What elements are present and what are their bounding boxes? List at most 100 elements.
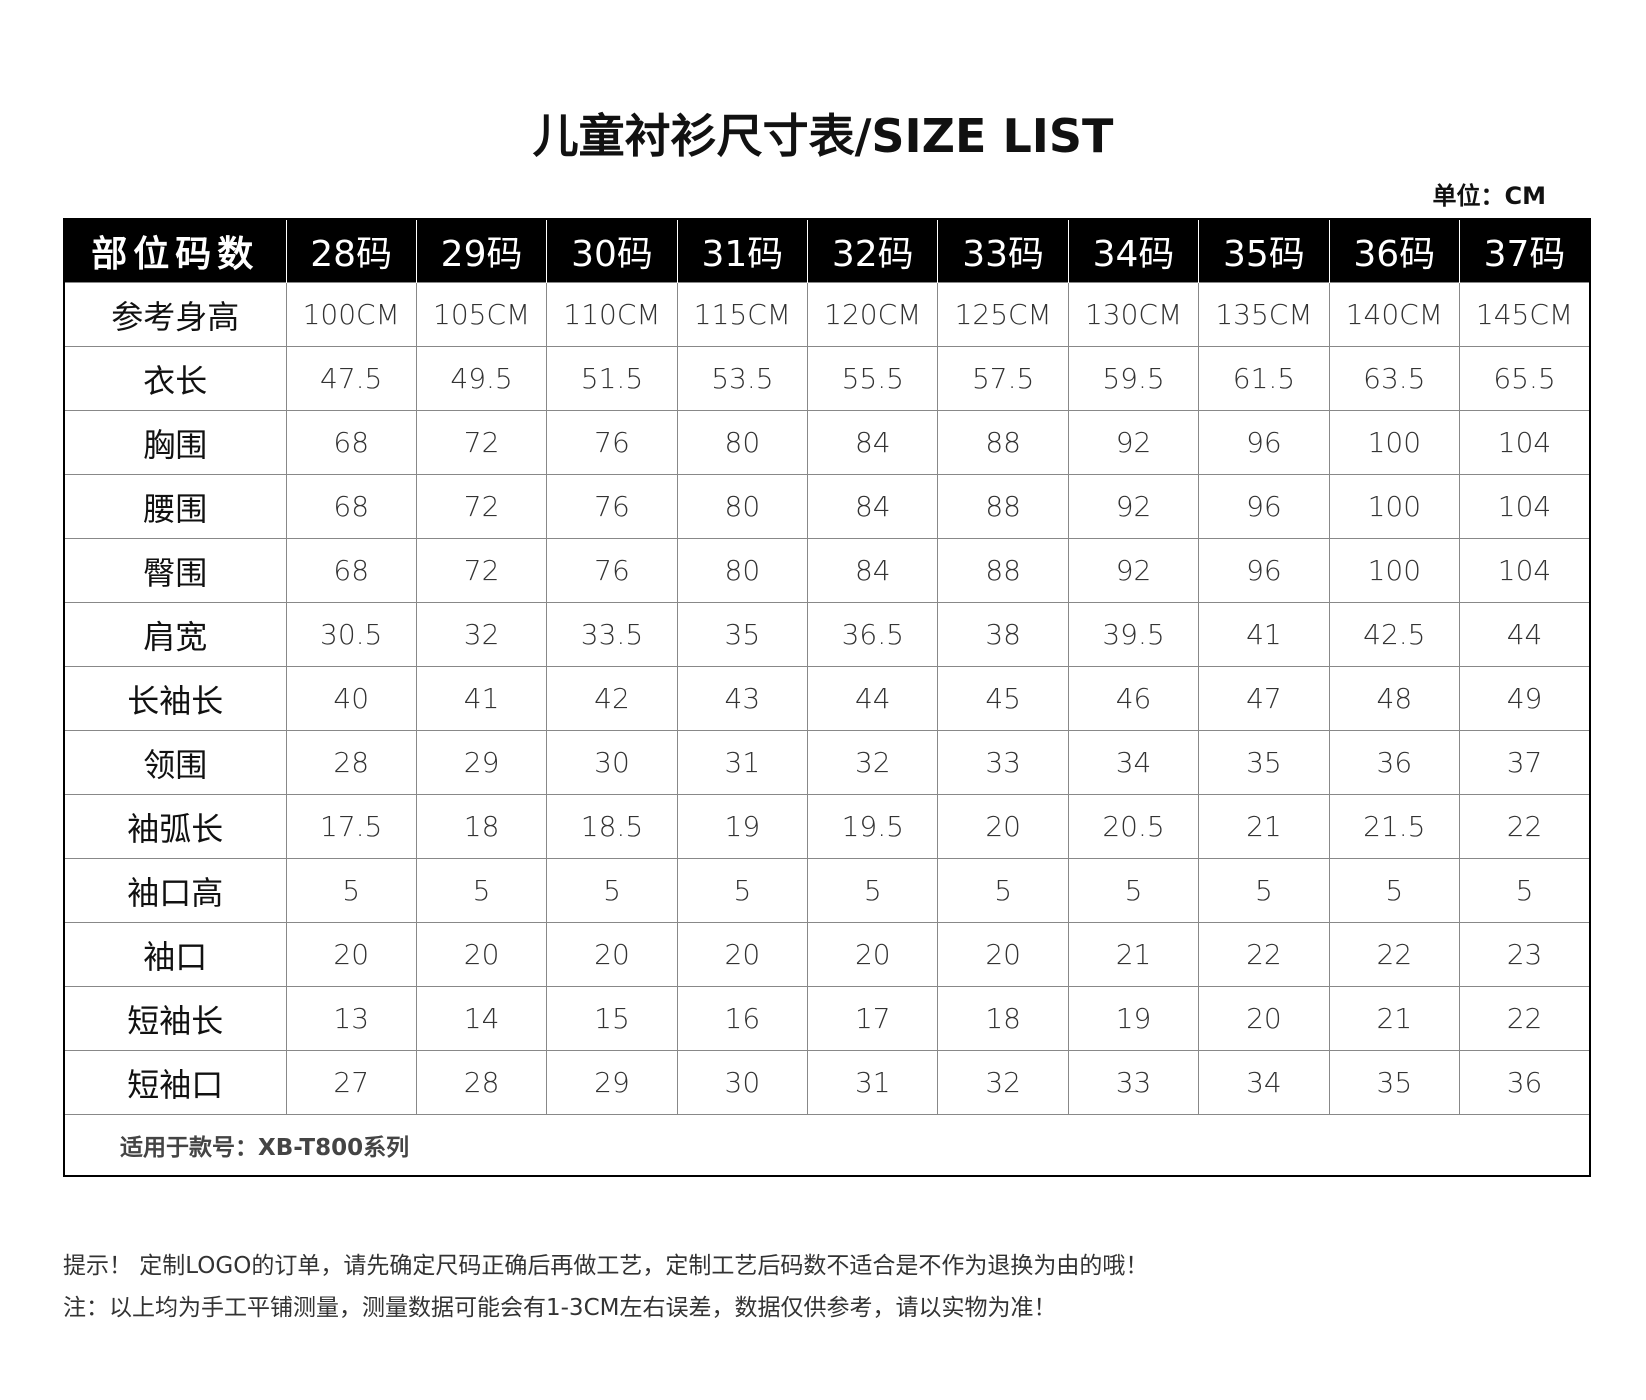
table-cell: 72: [415, 538, 548, 603]
table-cell: 55.5: [807, 346, 939, 411]
table-cell: 80: [676, 410, 809, 475]
table-cell: 42.5: [1328, 602, 1461, 667]
table-cell: 115CM: [676, 282, 809, 347]
table-cell: 76: [546, 410, 678, 475]
table-cell: 104: [1459, 474, 1591, 539]
table-cell: 5: [1198, 858, 1330, 923]
table-row: 长袖长 40 41 42 43 44 45 46 47 48 49: [63, 666, 1591, 731]
row-label: 领围: [63, 730, 287, 795]
table-cell: 92: [1067, 538, 1200, 603]
table-cell: 72: [415, 410, 548, 475]
table-cell: 18: [937, 986, 1069, 1051]
table-cell: 88: [937, 474, 1069, 539]
table-cell: 140CM: [1328, 282, 1461, 347]
unit-label: 单位：CM: [1432, 182, 1547, 210]
table-cell: 22: [1459, 794, 1591, 859]
table-cell: 46: [1067, 666, 1200, 731]
table-cell: 49.5: [415, 346, 548, 411]
table-row: 短袖长 13 14 15 16 17 18 19 20 21 22: [63, 986, 1591, 1051]
table-cell: 30: [676, 1050, 809, 1115]
table-cell: 63.5: [1328, 346, 1461, 411]
size-table: 部位码数 28码 29码 30码 31码 32码 33码 34码 35码 36码 37码 参考身高 1…: [63, 218, 1591, 1177]
table-cell: 20: [285, 922, 417, 987]
table-cell: 88: [937, 538, 1069, 603]
table-cell: 18.5: [546, 794, 678, 859]
header-size: 33码: [937, 219, 1069, 283]
table-cell: 51.5: [546, 346, 678, 411]
table-cell: 84: [807, 538, 939, 603]
table-cell: 47.5: [285, 346, 417, 411]
row-label: 衣长: [63, 346, 287, 411]
table-row: 袖口高 5 5 5 5 5 5 5 5 5 5: [63, 858, 1591, 923]
table-cell: 80: [676, 538, 809, 603]
row-label: 袖弧长: [63, 794, 287, 859]
table-cell: 20: [937, 794, 1069, 859]
table-cell: 34: [1067, 730, 1200, 795]
table-cell: 27: [285, 1050, 417, 1115]
table-cell: 20.5: [1067, 794, 1200, 859]
table-cell: 16: [676, 986, 809, 1051]
table-cell: 65.5: [1459, 346, 1591, 411]
table-cell: 88: [937, 410, 1069, 475]
table-cell: 76: [546, 474, 678, 539]
table-cell: 41: [1198, 602, 1330, 667]
table-cell: 5: [676, 858, 809, 923]
table-cell: 40: [285, 666, 417, 731]
table-cell: 18: [415, 794, 548, 859]
row-label: 长袖长: [63, 666, 287, 731]
table-cell: 145CM: [1459, 282, 1591, 347]
header-size: 34码: [1067, 219, 1199, 283]
table-cell: 5: [546, 858, 678, 923]
header-size: 37码: [1459, 219, 1590, 283]
table-cell: 53.5: [676, 346, 809, 411]
table-cell: 21: [1328, 986, 1461, 1051]
row-label: 参考身高: [63, 282, 287, 347]
header-size: 36码: [1328, 219, 1460, 283]
table-cell: 68: [285, 474, 417, 539]
table-row: 参考身高 100CM 105CM 110CM 115CM 120CM 125CM 130CM 1…: [63, 282, 1591, 347]
table-cell: 104: [1459, 538, 1591, 603]
table-cell: 43: [676, 666, 809, 731]
table-cell: 135CM: [1198, 282, 1330, 347]
table-cell: 37: [1459, 730, 1591, 795]
table-cell: 57.5: [937, 346, 1069, 411]
table-cell: 38: [937, 602, 1069, 667]
table-cell: 96: [1198, 538, 1330, 603]
table-cell: 36: [1459, 1050, 1591, 1115]
table-row: 衣长 47.5 49.5 51.5 53.5 55.5 57.5 59.5 61.5 63.5 65…: [63, 346, 1591, 411]
table-cell: 32: [937, 1050, 1069, 1115]
table-cell: 36: [1328, 730, 1461, 795]
table-cell: 28: [285, 730, 417, 795]
table-cell: 35: [1328, 1050, 1461, 1115]
table-cell: 59.5: [1067, 346, 1200, 411]
header-size: 32码: [807, 219, 938, 283]
table-cell: 72: [415, 474, 548, 539]
page-title: 儿童衬衫尺寸表/SIZE LIST: [532, 109, 1114, 163]
table-cell: 96: [1198, 410, 1330, 475]
table-cell: 32: [415, 602, 548, 667]
table-cell: 20: [415, 922, 548, 987]
table-cell: 20: [546, 922, 678, 987]
table-cell: 42: [546, 666, 678, 731]
table-cell: 100: [1328, 410, 1461, 475]
table-cell: 41: [415, 666, 548, 731]
table-cell: 35: [1198, 730, 1330, 795]
table-cell: 110CM: [546, 282, 678, 347]
table-row: 腰围 68 72 76 80 84 88 92 96 100 104: [63, 474, 1591, 539]
table-cell: 68: [285, 538, 417, 603]
table-cell: 29: [546, 1050, 678, 1115]
table-cell: 30: [546, 730, 678, 795]
table-cell: 31: [807, 1050, 939, 1115]
table-cell: 21: [1198, 794, 1330, 859]
table-cell: 29: [415, 730, 548, 795]
table-cell: 45: [937, 666, 1069, 731]
table-cell: 33: [1067, 1050, 1200, 1115]
table-cell: 100: [1328, 538, 1461, 603]
table-cell: 15: [546, 986, 678, 1051]
table-cell: 28: [415, 1050, 548, 1115]
table-row: 袖口 20 20 20 20 20 20 21 22 22 23: [63, 922, 1591, 987]
header-size: 29码: [415, 219, 547, 283]
applicable-model: 适用于款号：XB-T800系列: [63, 1114, 1591, 1177]
table-cell: 92: [1067, 410, 1200, 475]
table-cell: 17: [807, 986, 939, 1051]
